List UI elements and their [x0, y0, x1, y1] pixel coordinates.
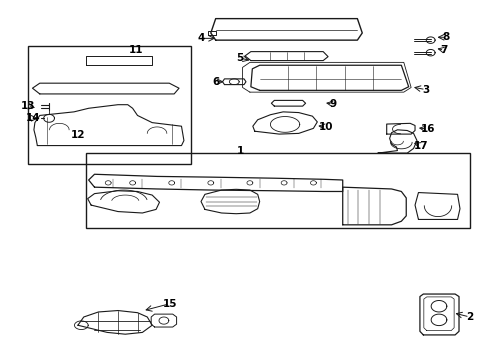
Text: 17: 17	[414, 140, 428, 150]
Text: 14: 14	[25, 113, 40, 123]
Text: 13: 13	[20, 101, 35, 111]
Text: 5: 5	[237, 53, 244, 63]
Text: 10: 10	[319, 122, 333, 132]
Text: 12: 12	[71, 130, 85, 140]
Text: 11: 11	[129, 45, 144, 55]
Text: 9: 9	[329, 99, 337, 109]
Text: 6: 6	[212, 77, 220, 87]
Text: 16: 16	[420, 124, 435, 134]
Bar	[27, 45, 191, 164]
Text: 8: 8	[442, 32, 450, 42]
Text: 4: 4	[197, 33, 205, 43]
Text: 3: 3	[422, 85, 429, 95]
Text: 15: 15	[163, 299, 177, 309]
Text: 1: 1	[237, 146, 244, 156]
Text: 7: 7	[441, 45, 448, 55]
Text: 2: 2	[466, 312, 473, 322]
Bar	[86, 153, 470, 228]
